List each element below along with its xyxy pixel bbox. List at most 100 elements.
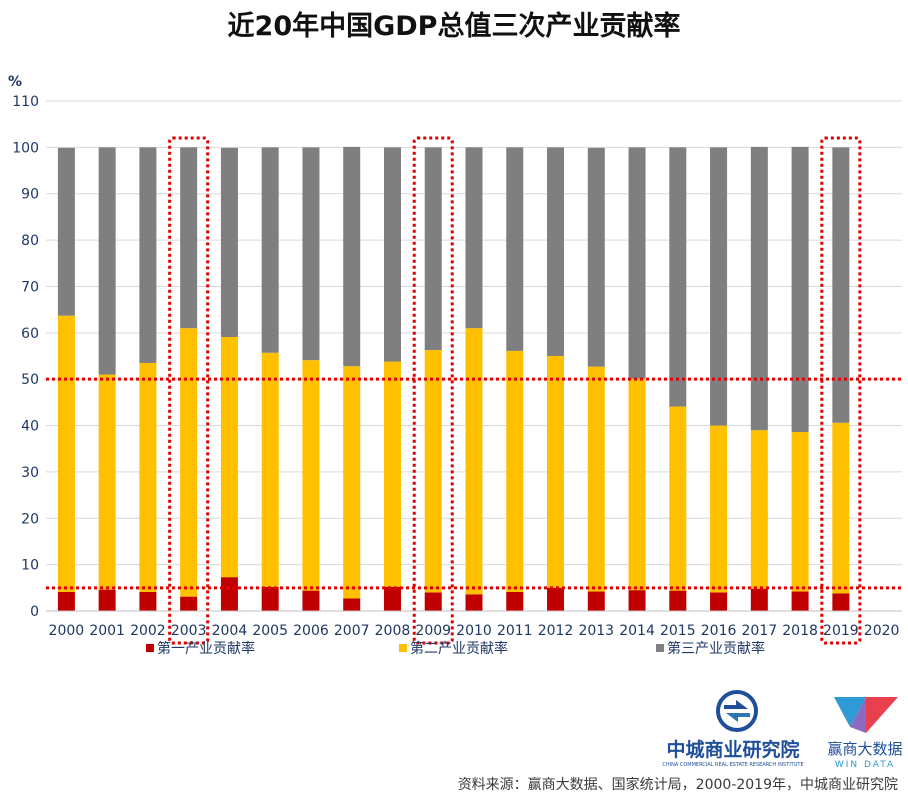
- x-tick-label: 2016: [701, 623, 737, 639]
- y-tick-label: 110: [12, 94, 39, 110]
- bar-segment: [506, 591, 524, 611]
- x-tick-label: 2003: [171, 623, 207, 639]
- x-tick-label: 2019: [823, 623, 859, 639]
- windata-logo-subtitle: WIN DATA: [835, 760, 895, 770]
- x-tick-label: 2007: [334, 623, 370, 639]
- legend-swatch: [399, 644, 407, 652]
- x-tick-label: 2004: [212, 623, 248, 639]
- y-tick-label: 80: [21, 233, 39, 249]
- zhongcheng-logo-subtitle: CHINA COMMERCIAL REAL ESTATE RESEARCH IN…: [662, 762, 803, 768]
- bar-segment: [628, 378, 646, 591]
- bar-segment: [139, 362, 157, 592]
- x-tick-label: 2020: [864, 623, 900, 639]
- bar-segment: [710, 147, 728, 426]
- bar-segment: [791, 432, 809, 592]
- y-tick-label: 30: [21, 465, 39, 481]
- bar-segment: [669, 406, 687, 591]
- x-tick-label: 2018: [782, 623, 818, 639]
- bar-segment: [383, 147, 401, 362]
- axes: 0 10 20 30 40 50 60 70 80 90 100 110 2000 2001 2002 200…: [12, 94, 902, 639]
- x-tick-label: 2013: [578, 623, 614, 639]
- windata-logo: 赢商大数据 WIN DATA: [827, 697, 903, 770]
- x-tick-label: 2002: [130, 623, 166, 639]
- bar-segment: [710, 592, 728, 611]
- bar-segment: [506, 350, 524, 592]
- x-tick-label: 2010: [456, 623, 492, 639]
- y-tick-label: 0: [30, 604, 39, 620]
- bar-segment: [791, 591, 809, 611]
- legend-swatch: [146, 644, 154, 652]
- x-tick-label: 2009: [415, 623, 451, 639]
- x-tick-label: 2014: [619, 623, 655, 639]
- bar-segment: [547, 147, 565, 356]
- bar-segment: [832, 147, 850, 423]
- reference-lines: [46, 377, 902, 590]
- bar-segment: [220, 336, 238, 578]
- bar-segment: [424, 147, 442, 350]
- bar-segment: [343, 598, 361, 611]
- bar-segment: [343, 146, 361, 367]
- y-tick-label: 40: [21, 419, 39, 435]
- bar-segment: [750, 430, 768, 589]
- bar-segment: [220, 147, 238, 337]
- zhongcheng-logo-name: 中城商业研究院: [666, 738, 799, 761]
- bar-segment: [98, 147, 116, 375]
- bar-segment: [302, 147, 320, 361]
- bar-segment: [139, 147, 157, 363]
- bar-segment: [547, 587, 565, 611]
- bar-segment: [57, 591, 75, 611]
- x-tick-label: 2005: [252, 623, 288, 639]
- bar-segment: [465, 594, 483, 611]
- legend-label: 第二产业贡献率: [410, 640, 508, 657]
- y-axis-unit: %: [8, 74, 22, 90]
- bar-segment: [302, 360, 320, 591]
- bar-segment: [465, 328, 483, 595]
- chart-title: 近20年中国GDP总值三次产业贡献率: [227, 11, 681, 42]
- bar-segment: [832, 422, 850, 594]
- bar-segment: [424, 349, 442, 593]
- bar-segment: [506, 147, 524, 351]
- y-tick-label: 90: [21, 187, 39, 203]
- bar-segment: [180, 147, 198, 329]
- bar-segment: [383, 361, 401, 587]
- bar-segment: [383, 586, 401, 611]
- bar-segment: [57, 315, 75, 592]
- bar-segment: [98, 374, 116, 590]
- bar-segment: [669, 590, 687, 611]
- x-tick-label: 2008: [375, 623, 411, 639]
- x-tick-label: 2001: [89, 623, 125, 639]
- bar-segment: [343, 366, 361, 599]
- x-tick-label: 2012: [538, 623, 574, 639]
- bar-segment: [98, 589, 116, 611]
- y-tick-label: 10: [21, 558, 39, 574]
- windata-logo-name: 赢商大数据: [827, 740, 902, 758]
- bar-segment: [220, 577, 238, 611]
- legend-swatch: [656, 644, 664, 652]
- zhongcheng-logo: 中城商业研究院 CHINA COMMERCIAL REAL ESTATE RES…: [662, 690, 804, 768]
- bar-segment: [628, 590, 646, 611]
- bar-segment: [750, 588, 768, 611]
- bar-segment: [180, 596, 198, 611]
- bar-segment: [547, 356, 565, 588]
- bar-segment: [587, 366, 605, 592]
- bar-segment: [710, 425, 728, 593]
- bar-segment: [180, 328, 198, 597]
- bars: [57, 146, 850, 611]
- bar-segment: [424, 592, 442, 611]
- bar-segment: [832, 593, 850, 611]
- bar-segment: [587, 591, 605, 611]
- bar-segment: [139, 591, 157, 611]
- bar-segment: [302, 590, 320, 611]
- bar-segment: [628, 147, 646, 379]
- x-tick-label: 2011: [497, 623, 533, 639]
- legend-label: 第一产业贡献率: [157, 640, 255, 657]
- y-tick-label: 70: [21, 279, 39, 295]
- bar-segment: [261, 147, 279, 353]
- bar-segment: [465, 147, 483, 329]
- bar-segment: [669, 147, 687, 407]
- bar-segment: [750, 146, 768, 431]
- x-tick-label: 2015: [660, 623, 696, 639]
- bar-segment: [261, 352, 279, 587]
- y-tick-label: 100: [12, 140, 39, 156]
